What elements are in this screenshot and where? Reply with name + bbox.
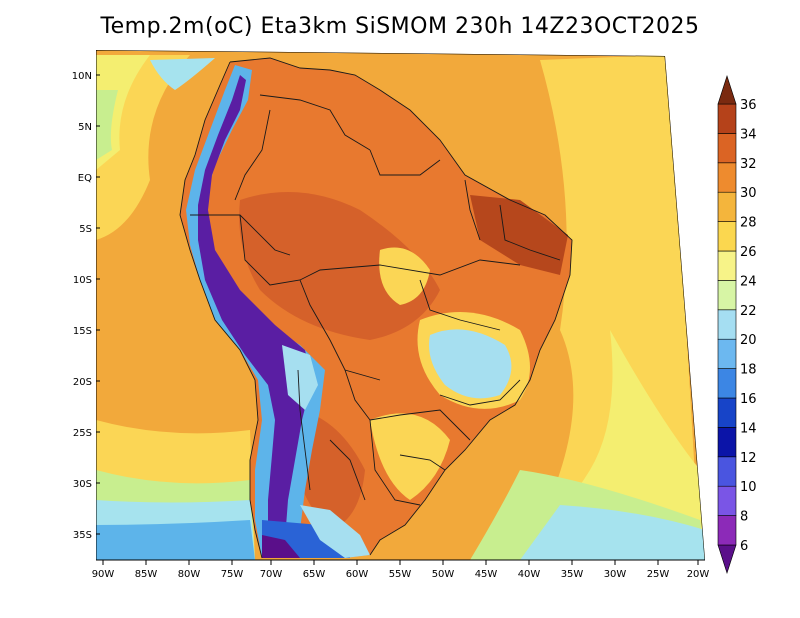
map-title: Temp.2m(oC) Eta3km SiSMOM 230h 14Z23OCT2… [100,14,700,39]
political-borders [179,57,573,559]
x-tick-label: 45W [475,569,498,580]
colorbar-segment [717,485,737,516]
colorbar-segment [717,368,737,399]
colorbar-segment [717,515,737,546]
y-tick-label: 30S [73,479,92,490]
y-axis: 10N 5N EQ 5S 10S 15S 20S 25S 30S 35S [72,71,100,541]
colorbar-label: 34 [740,127,757,142]
colorbar-segment [717,191,737,222]
x-tick-label: 35W [561,569,584,580]
colorbar-label: 36 [740,98,757,113]
x-tick-label: 40W [518,569,541,580]
colorbar-segment [717,133,737,164]
colorbar-label: 20 [740,333,757,348]
altiplano-cyan [282,345,318,410]
x-tick-label: 80W [178,569,201,580]
x-tick-label: 90W [92,569,115,580]
pacific-north-green [96,90,118,160]
y-tick-label: 20S [73,377,92,388]
y-tick-label: 10S [73,275,92,286]
colorbar-label: 28 [740,216,757,231]
x-tick-label: 75W [221,569,244,580]
y-tick-label: 5N [78,122,92,133]
colorbar-segment [717,221,737,252]
colorbar-extend-min [717,544,737,574]
atlantic-cool-field [500,330,705,560]
x-tick-label: 55W [389,569,412,580]
colorbar-label: 22 [740,304,757,319]
x-tick-label: 50W [432,569,455,580]
colorbar-label: 26 [740,245,757,260]
tierra-cold [262,535,300,558]
x-tick-label: 60W [346,569,369,580]
colorbar-segment [717,162,737,193]
patagonia-cyan [300,505,370,558]
central-plateau-cool [429,329,512,399]
colorbar-label: 10 [740,480,757,495]
colorbar-label: 30 [740,186,757,201]
amazon-hot-zone [239,192,440,340]
x-tick-label: 65W [303,569,326,580]
y-tick-label: 35S [73,530,92,541]
colorbar-segment [717,338,737,369]
colorbar-segment [717,280,737,311]
colorbar-label: 14 [740,421,757,436]
colorbar-segment [717,309,737,340]
colorbar-label: 8 [740,510,748,525]
colorbar-label: 16 [740,392,757,407]
northeast-max-zone [470,195,568,275]
x-tick-label: 30W [604,569,627,580]
y-tick-label: 10N [72,71,92,82]
interior-warm-patch [379,247,430,305]
colorbar-label: 6 [740,539,748,554]
colorbar: 6 8 10 12 14 16 18 20 22 24 26 28 30 32 34 36 [717,75,757,574]
colorbar-segment [717,103,737,134]
colorbar-segment [717,397,737,428]
y-tick-label: 15S [73,326,92,337]
atlantic-cyan-field [520,505,705,560]
colorbar-segment [717,250,737,281]
colorbar-extend-max [717,75,737,105]
map-fields [96,50,705,560]
x-tick-label: 20W [687,569,710,580]
pacific-bay-cyan [150,58,215,90]
x-tick-label: 70W [260,569,283,580]
y-tick-label: 25S [73,428,92,439]
x-tick-label: 85W [135,569,158,580]
x-axis: 90W 85W 80W 75W 70W 65W 60W 55W 50W 45W … [92,559,710,580]
colorbar-segment [717,456,737,487]
colorbar-label: 32 [740,157,757,172]
colorbar-label: 24 [740,274,757,289]
pacific-south-blue [96,520,255,560]
x-tick-label: 25W [647,569,670,580]
y-tick-label: EQ [78,173,92,184]
colorbar-label: 18 [740,363,757,378]
colorbar-segment [717,427,737,458]
andes-inner-band [198,75,312,555]
colorbar-label: 12 [740,451,757,466]
y-tick-label: 5S [79,224,92,235]
